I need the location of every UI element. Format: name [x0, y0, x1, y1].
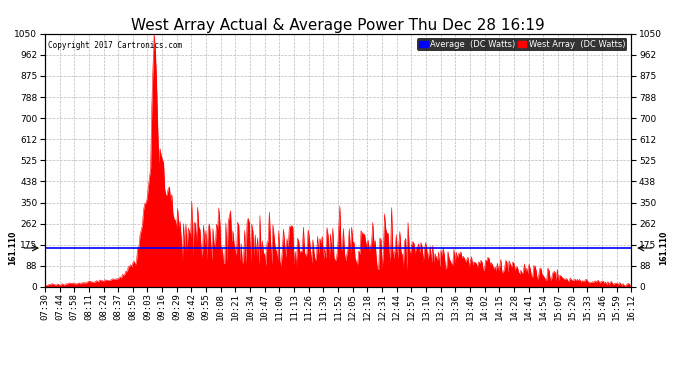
Text: 161.110: 161.110 [8, 231, 17, 265]
Legend: Average  (DC Watts), West Array  (DC Watts): Average (DC Watts), West Array (DC Watts… [417, 38, 627, 51]
Text: Copyright 2017 Cartronics.com: Copyright 2017 Cartronics.com [48, 41, 182, 50]
Text: 161.110: 161.110 [659, 231, 668, 265]
Title: West Array Actual & Average Power Thu Dec 28 16:19: West Array Actual & Average Power Thu De… [131, 18, 545, 33]
